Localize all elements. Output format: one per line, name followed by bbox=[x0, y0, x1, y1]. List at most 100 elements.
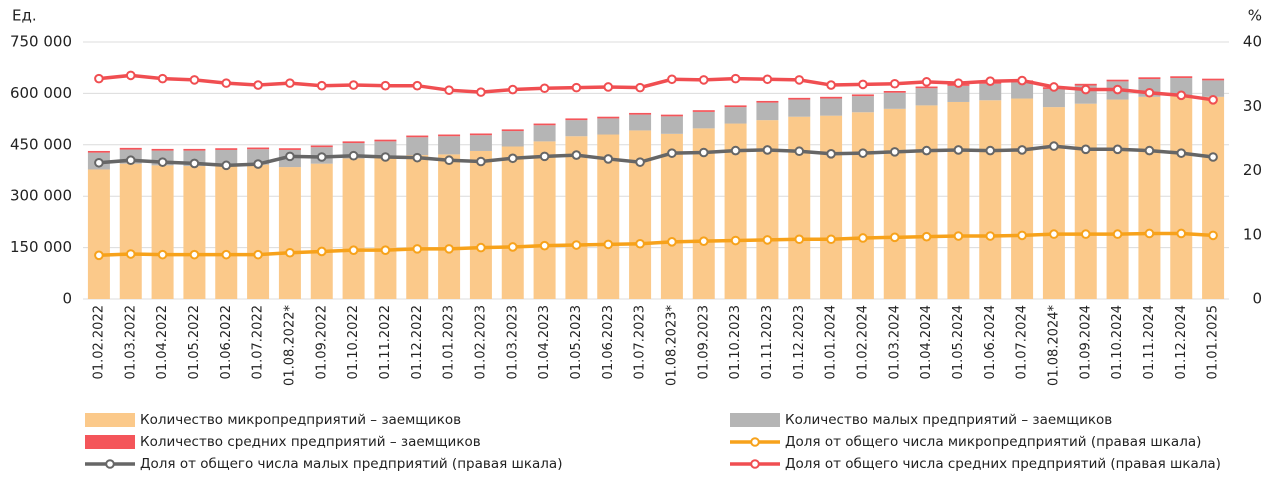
x-tick-label: 01.01.2023 bbox=[442, 305, 457, 379]
line-marker bbox=[1049, 229, 1059, 239]
line-marker bbox=[380, 80, 391, 91]
line-marker bbox=[348, 245, 359, 255]
line-marker bbox=[921, 145, 932, 156]
legend-swatch bbox=[750, 437, 760, 447]
line-marker bbox=[125, 70, 136, 81]
line-marker bbox=[189, 158, 200, 169]
bar bbox=[660, 133, 683, 299]
x-tick-label: 01.07.2022 bbox=[251, 305, 266, 379]
bar bbox=[947, 101, 970, 299]
bar bbox=[979, 83, 1002, 101]
line-marker bbox=[285, 247, 295, 258]
line-marker bbox=[921, 231, 932, 242]
bar bbox=[247, 164, 270, 299]
bar bbox=[374, 141, 397, 157]
bar bbox=[724, 107, 747, 124]
line bbox=[98, 144, 1214, 168]
line-marker bbox=[348, 150, 359, 161]
x-tick-label: 01.12.2022 bbox=[410, 305, 425, 379]
line-marker bbox=[1176, 90, 1187, 101]
x-tick-label: 01.04.2023 bbox=[537, 305, 552, 379]
bar bbox=[1202, 96, 1225, 300]
legend-label: Количество малых предприятий – заемщиков bbox=[785, 412, 1112, 428]
line-marker bbox=[603, 82, 614, 92]
line-marker bbox=[730, 235, 741, 246]
line-marker bbox=[794, 234, 805, 245]
line-marker bbox=[698, 147, 709, 158]
line-marker bbox=[444, 155, 454, 166]
x-tick-label: 01.07.2024 bbox=[1015, 305, 1030, 379]
line-marker bbox=[1112, 229, 1123, 239]
bar bbox=[1138, 77, 1161, 80]
line-marker bbox=[667, 74, 677, 85]
line-marker bbox=[476, 156, 486, 167]
x-tick-label: 01.03.2024 bbox=[887, 305, 902, 379]
bar bbox=[1011, 98, 1034, 299]
bar bbox=[565, 120, 588, 137]
line-marker bbox=[444, 85, 454, 95]
line-marker bbox=[985, 145, 996, 156]
line-marker bbox=[603, 154, 614, 164]
line-marker bbox=[1176, 228, 1187, 239]
line-marker bbox=[698, 75, 709, 85]
line-marker bbox=[953, 145, 964, 155]
line bbox=[98, 73, 1214, 102]
bar bbox=[629, 112, 652, 115]
bar bbox=[820, 115, 843, 299]
bar bbox=[597, 134, 620, 299]
x-tick-label: 01.06.2022 bbox=[219, 305, 234, 379]
line-marker bbox=[635, 238, 645, 249]
bar bbox=[406, 137, 429, 156]
line-marker bbox=[94, 250, 104, 261]
bar bbox=[629, 114, 652, 131]
bar bbox=[215, 148, 238, 150]
y2-tick-label: 10 bbox=[1243, 225, 1262, 243]
bar bbox=[215, 149, 238, 166]
x-tick-label: 01.10.2023 bbox=[728, 305, 743, 379]
line-marker bbox=[794, 146, 805, 157]
x-tick-label: 01.10.2022 bbox=[346, 305, 361, 379]
line-marker bbox=[285, 78, 295, 88]
bar bbox=[342, 158, 365, 299]
line-marker bbox=[380, 152, 391, 162]
line-marker bbox=[1208, 230, 1218, 241]
bar bbox=[660, 114, 683, 117]
line-marker bbox=[1080, 84, 1091, 95]
bar bbox=[851, 112, 874, 299]
x-tick-label: 01.08.2022* bbox=[282, 305, 297, 386]
line-marker bbox=[635, 82, 645, 93]
bar bbox=[119, 163, 142, 299]
line-marker bbox=[412, 80, 423, 91]
line-marker bbox=[1208, 95, 1218, 105]
x-tick-label: 01.07.2023 bbox=[633, 305, 648, 379]
bar bbox=[788, 97, 811, 100]
y-tick-label: 150 000 bbox=[10, 238, 72, 256]
line-marker bbox=[571, 150, 582, 160]
bar bbox=[247, 149, 270, 165]
x-tick-label: 01.11.2024 bbox=[1142, 305, 1157, 379]
bar bbox=[1106, 79, 1129, 82]
line-marker bbox=[444, 244, 454, 254]
bar bbox=[915, 86, 938, 89]
bar bbox=[660, 116, 683, 134]
line-marker bbox=[762, 235, 773, 245]
bar bbox=[597, 116, 620, 119]
bar bbox=[151, 165, 174, 299]
line-marker bbox=[730, 73, 741, 84]
line-marker bbox=[1017, 75, 1027, 86]
x-tick-label: 01.08.2024* bbox=[1046, 305, 1061, 386]
line-marker bbox=[667, 148, 677, 158]
x-tick-label: 01.11.2022 bbox=[378, 305, 393, 379]
x-tick-label: 01.10.2024 bbox=[1110, 305, 1125, 379]
line-marker bbox=[316, 152, 327, 162]
y-tick-label: 750 000 bbox=[10, 33, 72, 51]
legend-swatch bbox=[85, 413, 135, 427]
legend-label: Количество средних предприятий – заемщик… bbox=[140, 434, 481, 450]
line-marker bbox=[953, 231, 964, 241]
bar bbox=[533, 125, 556, 142]
bar bbox=[724, 105, 747, 108]
line-marker bbox=[189, 75, 200, 85]
line-marker bbox=[125, 249, 136, 259]
bar bbox=[501, 146, 524, 299]
line-marker bbox=[1144, 87, 1155, 98]
